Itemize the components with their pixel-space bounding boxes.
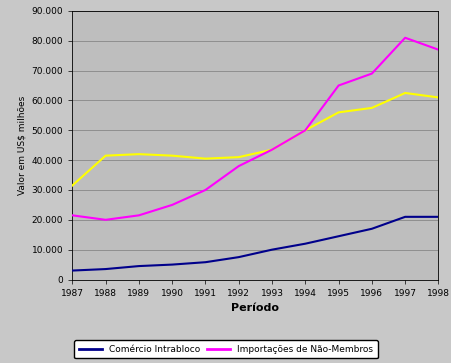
Y-axis label: Valor em US$ milhões: Valor em US$ milhões — [17, 95, 26, 195]
Legend: Comércio Intrabloco, Importações de Não-Membros: Comércio Intrabloco, Importações de Não-… — [74, 340, 377, 359]
X-axis label: Período: Período — [231, 303, 279, 313]
